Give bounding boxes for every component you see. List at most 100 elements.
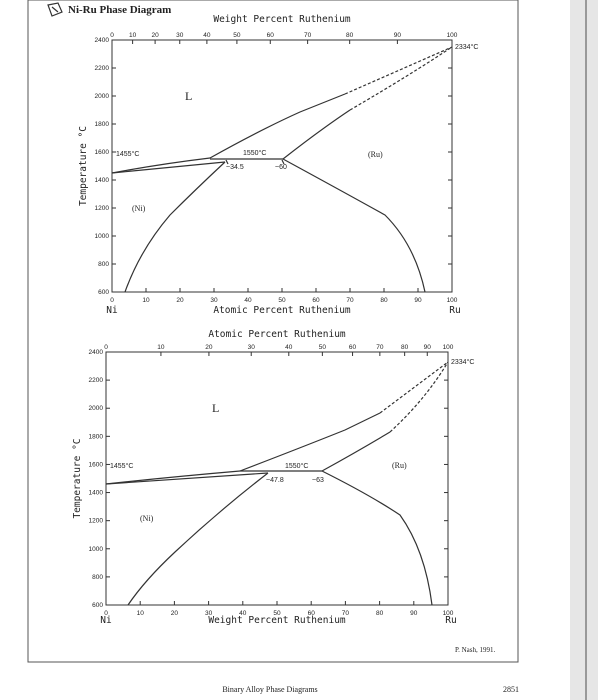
phase-label: (Ni) xyxy=(132,204,146,213)
y-tick-label: 1400 xyxy=(89,490,104,497)
y-tick-label: 1600 xyxy=(95,149,110,156)
top-tick-label: 100 xyxy=(447,32,458,39)
annotation: 1550°C xyxy=(285,462,308,470)
bottom-axis-label: Weight Percent Ruthenium xyxy=(208,615,346,626)
element-label: Ni xyxy=(100,615,112,626)
x-tick-label: 30 xyxy=(210,297,218,304)
top-axis-label: Weight Percent Ruthenium xyxy=(213,14,351,25)
bottom-axis-label: Atomic Percent Ruthenium xyxy=(213,305,351,316)
x-tick-label: 50 xyxy=(278,297,286,304)
annotation: ~34.5 xyxy=(226,164,244,171)
x-tick-label: 0 xyxy=(110,297,114,304)
annotation: 1455°C xyxy=(116,150,139,158)
y-axis-label: Temperature °C xyxy=(78,126,89,206)
top-tick-label: 50 xyxy=(233,32,241,39)
y-tick-label: 600 xyxy=(92,602,103,609)
element-label: Ru xyxy=(445,615,456,626)
top-tick-label: 10 xyxy=(157,344,165,351)
top-tick-label: 90 xyxy=(424,344,432,351)
phase-label: (Ru) xyxy=(368,150,383,159)
y-tick-label: 2200 xyxy=(89,377,104,384)
phase-label: L xyxy=(185,89,192,103)
top-tick-label: 0 xyxy=(104,344,108,351)
annotation: ~60 xyxy=(275,164,287,171)
book-title: Binary Alloy Phase Diagrams xyxy=(222,685,317,694)
x-tick-label: 90 xyxy=(410,610,418,617)
top-tick-label: 0 xyxy=(110,32,114,39)
x-tick-label: 100 xyxy=(443,610,454,617)
top-tick-label: 50 xyxy=(319,344,327,351)
y-axis-label: Temperature °C xyxy=(72,438,83,518)
y-tick-label: 2000 xyxy=(95,93,110,100)
page-border xyxy=(27,0,519,663)
element-label: Ni xyxy=(106,305,118,316)
logo-icon xyxy=(47,2,63,17)
y-tick-label: 1000 xyxy=(89,546,104,553)
annotation: ~47.8 xyxy=(266,477,284,484)
binding-edge xyxy=(570,0,598,700)
y-tick-label: 2400 xyxy=(89,349,104,356)
y-tick-label: 1800 xyxy=(95,121,110,128)
top-tick-label: 70 xyxy=(304,32,312,39)
top-tick-label: 40 xyxy=(285,344,293,351)
top-tick-label: 30 xyxy=(176,32,184,39)
y-tick-label: 2200 xyxy=(95,65,110,72)
x-tick-label: 80 xyxy=(380,297,388,304)
y-tick-label: 800 xyxy=(98,261,109,268)
annotation: 2334°C xyxy=(455,43,478,51)
x-tick-label: 70 xyxy=(342,610,350,617)
x-tick-label: 0 xyxy=(104,610,108,617)
y-tick-label: 1000 xyxy=(95,233,110,240)
y-tick-label: 2400 xyxy=(95,37,110,44)
page-title: Ni-Ru Phase Diagram xyxy=(68,4,171,16)
x-tick-label: 60 xyxy=(312,297,320,304)
top-tick-label: 20 xyxy=(205,344,213,351)
y-tick-label: 1600 xyxy=(89,461,104,468)
top-tick-label: 60 xyxy=(267,32,275,39)
phase-label: (Ni) xyxy=(140,514,154,523)
y-tick-label: 1400 xyxy=(95,177,110,184)
y-tick-label: 2000 xyxy=(89,405,104,412)
x-tick-label: 70 xyxy=(346,297,354,304)
x-tick-label: 40 xyxy=(244,297,252,304)
phase-label: (Ru) xyxy=(392,461,407,470)
credit: P. Nash, 1991. xyxy=(455,646,496,654)
top-tick-label: 60 xyxy=(349,344,357,351)
element-label: Ru xyxy=(449,305,460,316)
x-tick-label: 10 xyxy=(137,610,145,617)
x-tick-label: 90 xyxy=(414,297,422,304)
top-tick-label: 10 xyxy=(129,32,137,39)
top-tick-label: 90 xyxy=(394,32,402,39)
top-tick-label: 20 xyxy=(151,32,159,39)
x-tick-label: 100 xyxy=(447,297,458,304)
top-tick-label: 100 xyxy=(443,344,454,351)
x-tick-label: 20 xyxy=(176,297,184,304)
y-tick-label: 1200 xyxy=(89,518,104,525)
x-tick-label: 10 xyxy=(142,297,150,304)
y-tick-label: 600 xyxy=(98,289,109,296)
top-tick-label: 80 xyxy=(401,344,409,351)
annotation: ~63 xyxy=(312,477,324,484)
top-tick-label: 40 xyxy=(203,32,211,39)
annotation: 2334°C xyxy=(451,358,474,366)
y-tick-label: 800 xyxy=(92,574,103,581)
x-tick-label: 50 xyxy=(273,610,281,617)
annotation: 1455°C xyxy=(110,462,133,470)
x-tick-label: 60 xyxy=(308,610,316,617)
y-tick-label: 1800 xyxy=(89,433,104,440)
phase-curves xyxy=(111,46,453,293)
top-tick-label: 80 xyxy=(346,32,354,39)
y-tick-label: 1200 xyxy=(95,205,110,212)
top-tick-label: 70 xyxy=(376,344,384,351)
x-tick-label: 20 xyxy=(171,610,179,617)
page-number: 2851 xyxy=(503,685,519,694)
annotation: 1550°C xyxy=(243,149,266,157)
x-tick-label: 80 xyxy=(376,610,384,617)
x-tick-label: 40 xyxy=(239,610,247,617)
phase-curves xyxy=(105,361,449,606)
top-axis-label: Atomic Percent Ruthenium xyxy=(208,329,346,340)
phase-label: L xyxy=(212,401,219,415)
x-tick-label: 30 xyxy=(205,610,213,617)
top-tick-label: 30 xyxy=(248,344,256,351)
